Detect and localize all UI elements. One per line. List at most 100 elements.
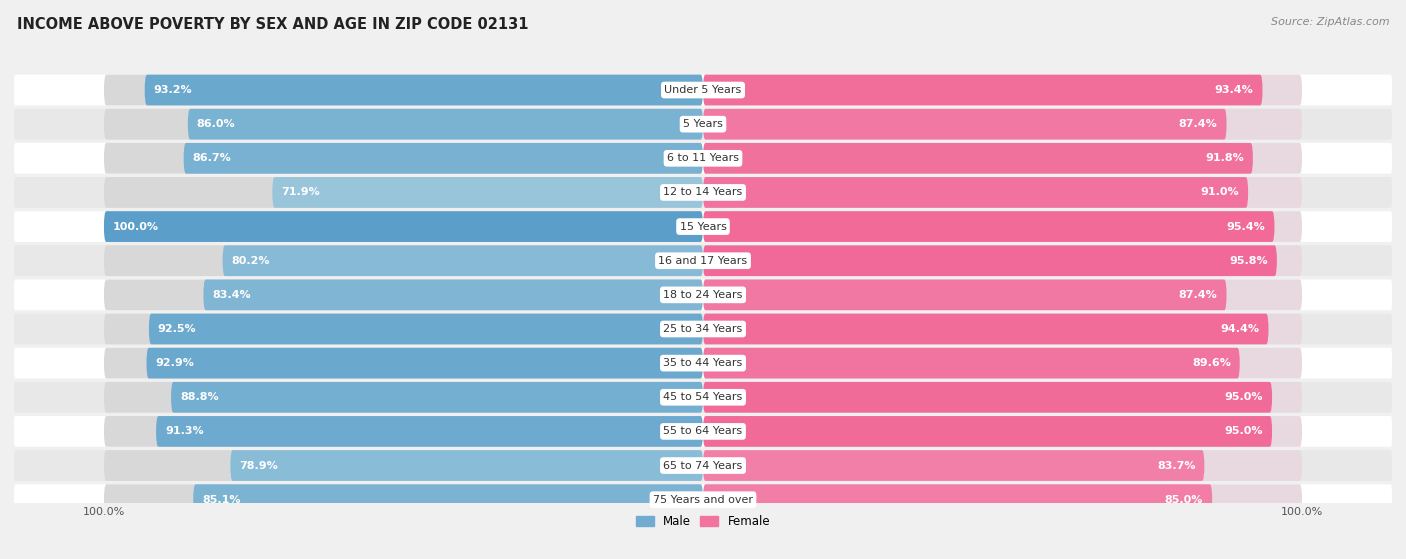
FancyBboxPatch shape [14,75,1392,106]
Text: 45 to 54 Years: 45 to 54 Years [664,392,742,402]
Text: 75 Years and over: 75 Years and over [652,495,754,505]
Text: 25 to 34 Years: 25 to 34 Years [664,324,742,334]
FancyBboxPatch shape [703,75,1263,106]
Text: 91.0%: 91.0% [1201,187,1239,197]
FancyBboxPatch shape [14,348,1392,378]
FancyBboxPatch shape [104,211,703,242]
Text: 78.9%: 78.9% [239,461,278,471]
FancyBboxPatch shape [204,280,703,310]
FancyBboxPatch shape [14,280,1392,310]
FancyBboxPatch shape [14,211,1392,242]
FancyBboxPatch shape [703,382,1302,413]
Text: 87.4%: 87.4% [1178,119,1218,129]
FancyBboxPatch shape [146,348,703,378]
FancyBboxPatch shape [104,348,703,378]
FancyBboxPatch shape [149,314,703,344]
FancyBboxPatch shape [104,245,703,276]
FancyBboxPatch shape [703,348,1302,378]
FancyBboxPatch shape [104,143,703,174]
FancyBboxPatch shape [703,450,1205,481]
Text: 91.8%: 91.8% [1205,153,1244,163]
FancyBboxPatch shape [188,109,703,140]
FancyBboxPatch shape [703,143,1302,174]
FancyBboxPatch shape [703,211,1302,242]
FancyBboxPatch shape [703,143,1253,174]
FancyBboxPatch shape [703,109,1302,140]
Text: 85.0%: 85.0% [1164,495,1204,505]
Text: 89.6%: 89.6% [1192,358,1230,368]
Text: Under 5 Years: Under 5 Years [665,85,741,95]
FancyBboxPatch shape [104,382,703,413]
FancyBboxPatch shape [104,314,703,344]
FancyBboxPatch shape [104,75,703,106]
Text: 18 to 24 Years: 18 to 24 Years [664,290,742,300]
FancyBboxPatch shape [14,177,1392,208]
Text: 93.2%: 93.2% [153,85,193,95]
Text: 95.4%: 95.4% [1227,221,1265,231]
FancyBboxPatch shape [14,143,1392,174]
FancyBboxPatch shape [703,450,1302,481]
Text: 95.0%: 95.0% [1225,392,1263,402]
FancyBboxPatch shape [145,75,703,106]
FancyBboxPatch shape [703,348,1240,378]
FancyBboxPatch shape [703,314,1302,344]
Text: 95.8%: 95.8% [1229,255,1268,266]
Legend: Male, Female: Male, Female [631,510,775,533]
Text: 80.2%: 80.2% [232,255,270,266]
FancyBboxPatch shape [703,314,1268,344]
Text: 93.4%: 93.4% [1215,85,1254,95]
FancyBboxPatch shape [156,416,703,447]
FancyBboxPatch shape [703,245,1277,276]
FancyBboxPatch shape [703,280,1302,310]
Text: 12 to 14 Years: 12 to 14 Years [664,187,742,197]
Text: 55 to 64 Years: 55 to 64 Years [664,427,742,437]
Text: 92.9%: 92.9% [156,358,194,368]
Text: 35 to 44 Years: 35 to 44 Years [664,358,742,368]
FancyBboxPatch shape [104,416,703,447]
FancyBboxPatch shape [703,109,1226,140]
Text: 87.4%: 87.4% [1178,290,1218,300]
Text: 85.1%: 85.1% [202,495,240,505]
FancyBboxPatch shape [104,177,703,208]
FancyBboxPatch shape [14,245,1392,276]
Text: 95.0%: 95.0% [1225,427,1263,437]
FancyBboxPatch shape [104,484,703,515]
Text: 6 to 11 Years: 6 to 11 Years [666,153,740,163]
FancyBboxPatch shape [14,109,1392,140]
FancyBboxPatch shape [703,280,1226,310]
FancyBboxPatch shape [703,484,1302,515]
Text: 83.4%: 83.4% [212,290,252,300]
FancyBboxPatch shape [703,177,1302,208]
FancyBboxPatch shape [703,211,1274,242]
FancyBboxPatch shape [703,382,1272,413]
FancyBboxPatch shape [703,484,1212,515]
FancyBboxPatch shape [104,211,703,242]
FancyBboxPatch shape [222,245,703,276]
FancyBboxPatch shape [703,177,1249,208]
Text: 71.9%: 71.9% [281,187,321,197]
FancyBboxPatch shape [14,484,1392,515]
Text: 91.3%: 91.3% [165,427,204,437]
FancyBboxPatch shape [14,450,1392,481]
FancyBboxPatch shape [104,450,703,481]
Text: 88.8%: 88.8% [180,392,218,402]
Text: 86.7%: 86.7% [193,153,232,163]
FancyBboxPatch shape [703,416,1272,447]
FancyBboxPatch shape [172,382,703,413]
Text: Source: ZipAtlas.com: Source: ZipAtlas.com [1271,17,1389,27]
FancyBboxPatch shape [104,109,703,140]
Text: 86.0%: 86.0% [197,119,235,129]
Text: 65 to 74 Years: 65 to 74 Years [664,461,742,471]
Text: INCOME ABOVE POVERTY BY SEX AND AGE IN ZIP CODE 02131: INCOME ABOVE POVERTY BY SEX AND AGE IN Z… [17,17,529,32]
FancyBboxPatch shape [703,416,1302,447]
FancyBboxPatch shape [14,382,1392,413]
FancyBboxPatch shape [231,450,703,481]
Text: 5 Years: 5 Years [683,119,723,129]
Text: 83.7%: 83.7% [1157,461,1195,471]
Text: 15 Years: 15 Years [679,221,727,231]
Text: 92.5%: 92.5% [157,324,197,334]
Text: 94.4%: 94.4% [1220,324,1260,334]
FancyBboxPatch shape [703,75,1302,106]
FancyBboxPatch shape [193,484,703,515]
FancyBboxPatch shape [14,314,1392,344]
